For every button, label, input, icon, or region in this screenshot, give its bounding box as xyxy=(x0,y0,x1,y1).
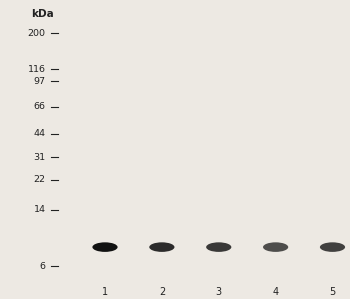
Text: 116: 116 xyxy=(28,65,46,74)
Text: 44: 44 xyxy=(34,129,46,138)
Text: 4: 4 xyxy=(273,286,279,297)
Text: 97: 97 xyxy=(34,77,46,86)
Text: 66: 66 xyxy=(34,102,46,111)
Text: 5: 5 xyxy=(329,286,336,297)
Ellipse shape xyxy=(320,242,345,252)
Text: 31: 31 xyxy=(33,152,46,161)
Ellipse shape xyxy=(206,242,231,252)
Text: 6: 6 xyxy=(40,262,46,271)
Ellipse shape xyxy=(149,242,175,252)
Text: 22: 22 xyxy=(34,175,46,184)
Ellipse shape xyxy=(263,242,288,252)
Text: 1: 1 xyxy=(102,286,108,297)
Ellipse shape xyxy=(92,242,118,252)
Text: 14: 14 xyxy=(34,205,46,214)
Text: 2: 2 xyxy=(159,286,165,297)
Text: kDa: kDa xyxy=(32,9,54,19)
Text: 200: 200 xyxy=(28,28,46,37)
Text: 3: 3 xyxy=(216,286,222,297)
